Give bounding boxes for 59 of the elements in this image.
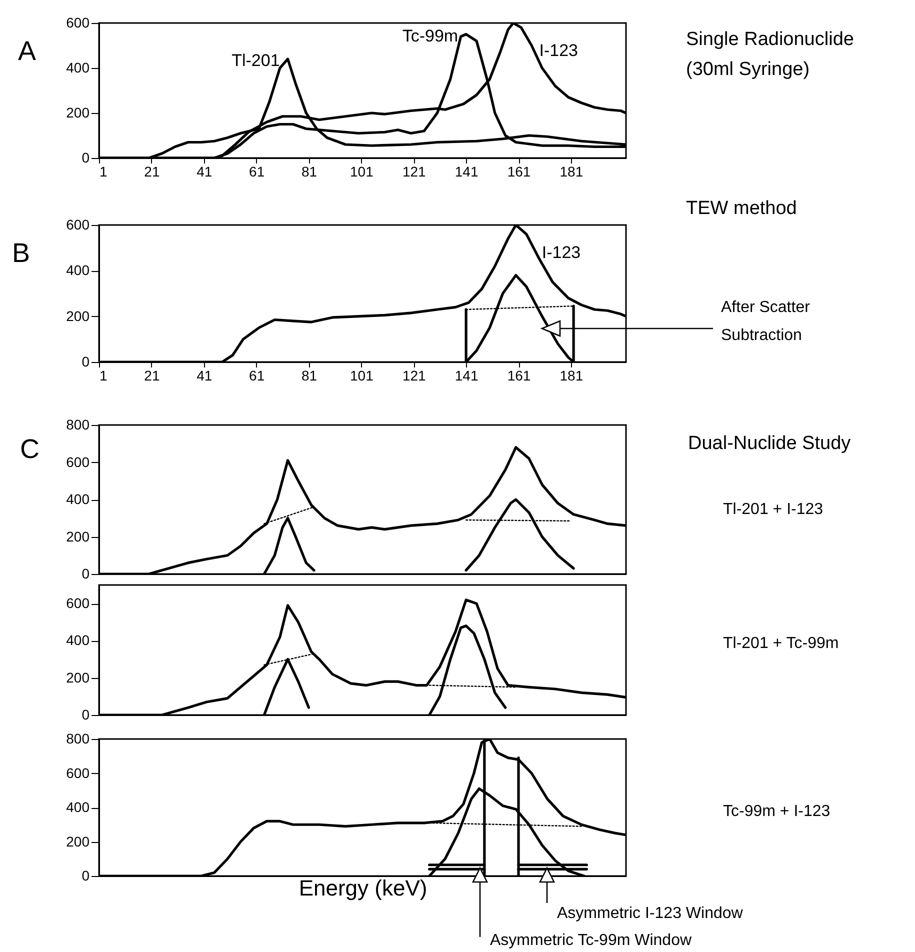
y-tick-label: 400	[66, 799, 90, 815]
x-tick-label: 181	[560, 164, 584, 180]
text: Asymmetric Tc-99m Window	[490, 932, 692, 949]
y-tick-label: 0	[82, 706, 90, 722]
text: Tl-201 + I-123	[723, 501, 824, 518]
x-tick-label: 41	[196, 164, 212, 180]
text: Single Radionuclide (30ml Syringe)	[686, 29, 854, 80]
x-tick-label: 121	[402, 368, 426, 384]
y-tick-label: 0	[82, 566, 90, 582]
text: B	[12, 238, 30, 268]
y-tick-label: 400	[66, 60, 90, 76]
x-axis-title: Energy (keV)	[298, 876, 428, 900]
y-tick-label: 800	[66, 730, 90, 746]
text: Asymmetric I-123 Window	[557, 905, 744, 922]
y-tick-label: 0	[82, 150, 90, 166]
series-label: I-123	[539, 41, 578, 60]
x-tick-label: 1	[100, 368, 108, 384]
y-tick-label: 200	[66, 104, 90, 120]
x-tick-label: 101	[350, 368, 374, 384]
x-tick-label: 1	[100, 164, 108, 180]
y-tick-label: 400	[66, 262, 90, 278]
y-tick-label: 200	[66, 528, 90, 544]
series-label: Tc-99m	[402, 26, 458, 46]
text: C	[20, 434, 40, 464]
x-tick-label: 161	[507, 368, 531, 384]
text: A	[18, 36, 36, 66]
text: Tl-201 + Tc-99m	[723, 635, 839, 652]
x-tick-label: 21	[144, 164, 160, 180]
x-tick-label: 21	[144, 368, 160, 384]
y-tick-label: 600	[66, 595, 90, 612]
x-tick-label: 41	[196, 368, 212, 384]
x-tick-label: 181	[560, 368, 584, 384]
series-label: I-123	[542, 243, 581, 262]
text: Tc-99m + I-123	[723, 803, 830, 820]
x-tick-label: 81	[301, 368, 318, 384]
x-tick-label: 141	[454, 164, 478, 180]
y-tick-label: 0	[82, 354, 90, 370]
y-tick-label: 600	[66, 454, 90, 470]
y-tick-label: 600	[66, 764, 90, 781]
y-tick-label: 200	[66, 308, 90, 324]
x-tick-label: 61	[249, 164, 265, 180]
x-tick-label: 141	[454, 368, 478, 384]
x-tick-label: 121	[402, 164, 426, 180]
y-tick-label: 400	[66, 632, 90, 648]
text: Dual-Nuclide Study	[688, 433, 852, 454]
x-tick-label: 101	[350, 164, 374, 180]
text: After Scatter Subtraction	[721, 299, 811, 344]
y-tick-label: 200	[66, 669, 90, 686]
y-tick-label: 400	[66, 491, 90, 507]
x-tick-label: 161	[507, 164, 531, 180]
series-label: Tl-201	[232, 51, 280, 70]
y-tick-label: 200	[66, 833, 90, 850]
y-tick-label: 800	[66, 416, 90, 432]
text: TEW method	[686, 198, 797, 219]
y-tick-label: 0	[82, 868, 90, 884]
y-tick-label: 600	[66, 14, 90, 30]
y-tick-label: 600	[66, 216, 90, 232]
x-tick-label: 61	[249, 368, 265, 384]
x-tick-label: 81	[301, 164, 318, 180]
